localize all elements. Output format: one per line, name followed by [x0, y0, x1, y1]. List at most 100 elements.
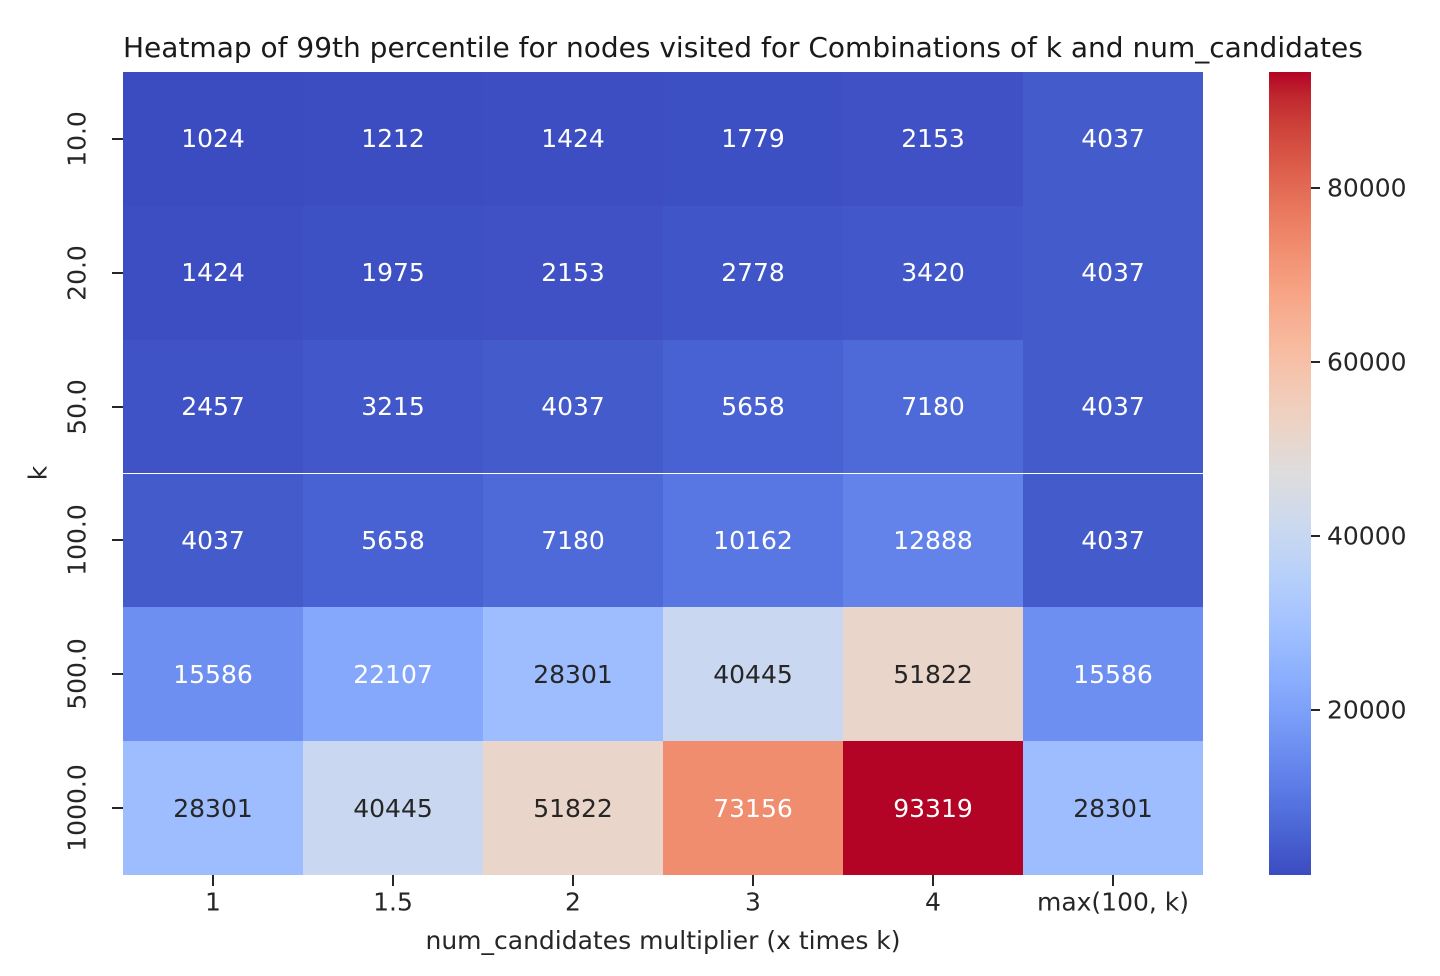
cell-value: 1024 — [181, 124, 245, 154]
colorbar-tick-label: 80000 — [1327, 173, 1407, 203]
cell-value: 4037 — [181, 525, 245, 555]
cell-value: 2457 — [181, 392, 245, 422]
cell-value: 7180 — [901, 392, 965, 422]
chart-title: Heatmap of 99th percentile for nodes vis… — [123, 31, 1363, 64]
x-tick-mark — [752, 875, 754, 886]
cell-value: 3420 — [901, 258, 965, 288]
x-tick-mark — [392, 875, 394, 886]
heatmap-cell: 15586 — [1023, 607, 1203, 742]
y-tick-label: 20.0 — [62, 244, 92, 301]
heatmap-cell: 1424 — [123, 205, 303, 340]
cell-value: 1975 — [361, 258, 425, 288]
cell-value: 28301 — [1073, 793, 1153, 823]
cell-value: 4037 — [541, 392, 605, 422]
cell-value: 4037 — [1081, 258, 1145, 288]
y-tick-mark — [112, 539, 123, 542]
heatmap-cell: 4037 — [1023, 205, 1203, 340]
cell-value: 93319 — [893, 793, 973, 823]
cell-value: 40445 — [353, 793, 433, 823]
heatmap-cell: 4037 — [483, 339, 663, 474]
colorbar-tick-mark — [1311, 534, 1320, 537]
cell-value: 73156 — [713, 793, 793, 823]
heatmap-cell: 1424 — [483, 72, 663, 206]
x-tick-label: 1 — [205, 887, 221, 917]
heatmap-cell: 40445 — [303, 741, 483, 875]
x-tick-mark — [212, 875, 214, 886]
cell-value: 3215 — [361, 392, 425, 422]
cell-value: 28301 — [173, 793, 253, 823]
x-axis-label: num_candidates multiplier (x times k) — [425, 926, 901, 955]
y-tick-label: 500.0 — [62, 638, 92, 711]
cell-value: 5658 — [361, 525, 425, 555]
heatmap-cell: 10162 — [663, 473, 843, 608]
heatmap-cell: 28301 — [123, 741, 303, 875]
heatmap-cell: 4037 — [1023, 72, 1203, 206]
colorbar-tick-label: 60000 — [1327, 347, 1407, 377]
cell-value: 4037 — [1081, 392, 1145, 422]
heatmap-cell: 1779 — [663, 72, 843, 206]
x-tick-label: 3 — [745, 887, 761, 917]
y-tick-label: 1000.0 — [62, 764, 92, 852]
cell-value: 2778 — [721, 258, 785, 288]
x-tick-mark — [1112, 875, 1114, 886]
colorbar — [1269, 72, 1311, 875]
x-tick-label: 1.5 — [373, 887, 413, 917]
colorbar-tick-label: 40000 — [1327, 521, 1407, 551]
heatmap-cell: 28301 — [483, 607, 663, 742]
heatmap-cell: 2153 — [843, 72, 1023, 206]
heatmap-cell: 4037 — [1023, 339, 1203, 474]
cell-value: 28301 — [533, 659, 613, 689]
y-tick-label: 50.0 — [62, 378, 92, 435]
heatmap-cell: 5658 — [663, 339, 843, 474]
cell-value: 15586 — [1073, 659, 1153, 689]
heatmap-cell: 51822 — [843, 607, 1023, 742]
cell-value: 51822 — [893, 659, 973, 689]
colorbar-tick-mark — [1311, 186, 1320, 189]
x-tick-label: 4 — [925, 887, 941, 917]
heatmap-cell: 7180 — [843, 339, 1023, 474]
heatmap-cell: 1212 — [303, 72, 483, 206]
heatmap-cell: 93319 — [843, 741, 1023, 875]
heatmap-grid: 1024 1212 1424 1779 2153 4037 1424 1975 2153 2778… — [123, 72, 1203, 875]
heatmap-cell: 3215 — [303, 339, 483, 474]
y-tick-label: 100.0 — [62, 504, 92, 577]
y-tick-mark — [112, 807, 123, 810]
cell-value: 22107 — [353, 659, 433, 689]
y-axis-label: k — [23, 465, 53, 481]
colorbar-tick-mark — [1311, 708, 1320, 711]
heatmap-cell: 12888 — [843, 473, 1023, 608]
heatmap-cell: 3420 — [843, 205, 1023, 340]
x-tick-label: 2 — [565, 887, 581, 917]
cell-value: 15586 — [173, 659, 253, 689]
x-tick-mark — [572, 875, 574, 886]
cell-value: 4037 — [1081, 124, 1145, 154]
cell-value: 5658 — [721, 392, 785, 422]
heatmap-cell: 28301 — [1023, 741, 1203, 875]
cell-value: 12888 — [893, 525, 973, 555]
heatmap-cell: 1975 — [303, 205, 483, 340]
cell-value: 51822 — [533, 793, 613, 823]
heatmap-cell: 51822 — [483, 741, 663, 875]
cell-value: 1779 — [721, 124, 785, 154]
y-tick-mark — [112, 271, 123, 274]
y-tick-mark — [112, 405, 123, 408]
heatmap-cell: 2457 — [123, 339, 303, 474]
colorbar-tick-mark — [1311, 360, 1320, 363]
heatmap-cell: 1024 — [123, 72, 303, 206]
y-tick-mark — [112, 673, 123, 676]
cell-value: 40445 — [713, 659, 793, 689]
x-tick-label: max(100, k) — [1036, 887, 1190, 917]
cell-value: 7180 — [541, 525, 605, 555]
heatmap-cell: 5658 — [303, 473, 483, 608]
cell-value: 1424 — [541, 124, 605, 154]
colorbar-tick-label: 20000 — [1327, 695, 1407, 725]
heatmap-cell: 40445 — [663, 607, 843, 742]
y-tick-mark — [112, 137, 123, 140]
heatmap-cell: 4037 — [123, 473, 303, 608]
cell-value: 10162 — [713, 525, 793, 555]
cell-value: 4037 — [1081, 525, 1145, 555]
heatmap-cell: 2153 — [483, 205, 663, 340]
heatmap-cell: 15586 — [123, 607, 303, 742]
heatmap-cell: 7180 — [483, 473, 663, 608]
heatmap-cell: 22107 — [303, 607, 483, 742]
